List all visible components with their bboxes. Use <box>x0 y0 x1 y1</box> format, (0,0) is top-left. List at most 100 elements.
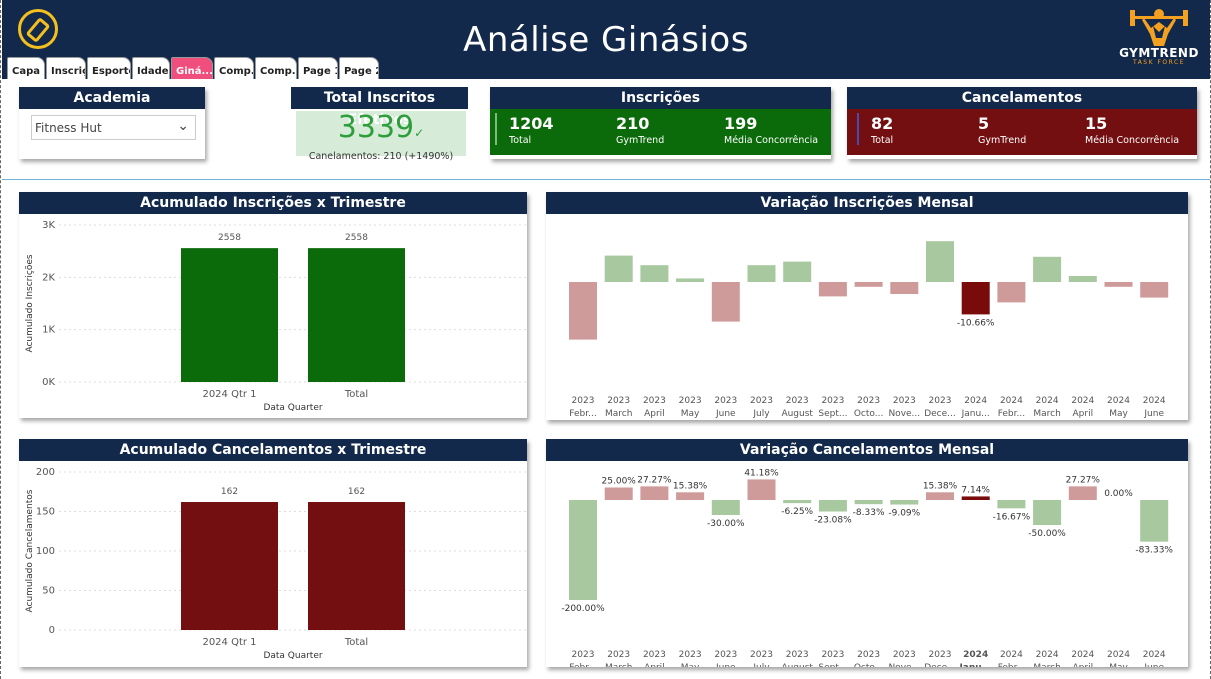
x-tick-year: 2023 <box>786 396 809 406</box>
y-tick-label: 2K <box>42 272 55 283</box>
x-tick-month: March <box>605 663 632 667</box>
bar <box>997 500 1026 509</box>
weightlifter-icon <box>1130 9 1188 46</box>
bar <box>711 282 740 322</box>
tab-7[interactable]: Page 1 <box>298 57 338 79</box>
y-tick-label: 150 <box>36 507 55 518</box>
tab-5[interactable]: Comp... <box>214 57 254 79</box>
x-tick-year: 2023 <box>821 650 844 660</box>
data-label: -9.09% <box>888 509 920 519</box>
x-tick-label: Total <box>344 637 368 648</box>
data-label: 27.27% <box>1066 475 1101 485</box>
bar <box>961 282 990 315</box>
tab-0[interactable]: Capa <box>7 57 45 79</box>
x-tick-year: 2024 <box>1071 396 1094 406</box>
data-label: -8.33% <box>853 508 885 518</box>
academia-slicer: Academia Fitness Hut ⌄ <box>19 87 205 159</box>
x-tick-month: July <box>752 409 770 419</box>
kpi-value: 199 <box>724 114 758 133</box>
y-tick-label: 200 <box>36 467 55 478</box>
y-tick-label: 100 <box>36 546 55 557</box>
chart-title: Variação Inscrições Mensal <box>546 192 1188 214</box>
inscritos-card: Total Inscritos Efetivos 3339✓ Canelamen… <box>291 87 468 162</box>
x-tick-month: May <box>681 663 700 667</box>
x-tick-month: Octo... <box>854 663 884 667</box>
bar <box>604 487 633 500</box>
data-label: 25.00% <box>602 477 637 487</box>
x-tick-label: Total <box>344 389 368 400</box>
x-tick-month: July <box>752 663 770 667</box>
x-tick-year: 2023 <box>572 650 595 660</box>
bar <box>569 500 597 600</box>
x-tick-year: 2024 <box>1000 650 1023 660</box>
kpi-label: GymTrend <box>978 135 1027 146</box>
x-tick-month: Febr... <box>998 663 1025 667</box>
x-tick-year: 2024 <box>1143 650 1166 660</box>
data-label: -30.00% <box>707 519 745 529</box>
kpi-value: 15 <box>1085 114 1108 133</box>
x-tick-month: June <box>715 409 736 419</box>
tab-2[interactable]: Esporte <box>87 57 131 79</box>
data-label: 41.18% <box>744 468 779 478</box>
x-tick-month: Dece... <box>924 409 956 419</box>
bar <box>1140 500 1169 542</box>
inscritos-subtext: Canelamentos: 210 (+1490%) <box>308 151 454 162</box>
tab-3[interactable]: Idades <box>132 57 170 79</box>
bar <box>747 479 776 500</box>
inscricoes-title: Inscrições <box>490 87 831 109</box>
bar <box>997 282 1026 303</box>
bar <box>676 278 705 282</box>
kpi-value: 210 <box>616 114 650 133</box>
tab-4[interactable]: Giná... <box>171 57 213 79</box>
tab-8[interactable]: Page 2 <box>339 57 379 79</box>
x-tick-year: 2023 <box>750 396 773 406</box>
bar <box>569 282 597 340</box>
variacao-inscricoes-chart: 2023 Febr... 2023 March 2023 April 2023 May 2023… <box>569 241 1169 419</box>
x-tick-year: 2024 <box>1143 396 1166 406</box>
x-tick-year: 2023 <box>643 650 666 660</box>
academia-dropdown[interactable]: Fitness Hut ⌄ <box>31 115 196 140</box>
data-label: 15.38% <box>673 481 708 491</box>
kpi-label: Total <box>871 135 894 146</box>
data-label: 7.14% <box>961 485 990 495</box>
y-tick-label: 0K <box>42 377 55 388</box>
x-tick-month: June <box>1143 409 1164 419</box>
inscricoes-gymtrend: 210 GymTrend <box>616 114 664 146</box>
academia-selected: Fitness Hut <box>35 121 102 135</box>
data-label: -50.00% <box>1028 529 1066 539</box>
x-tick-year: 2023 <box>929 650 952 660</box>
y-axis-title: Acumulado Cancelamentos <box>25 489 35 612</box>
page-tabs: CapaInscriç...EsporteIdadesGiná...Comp..… <box>7 57 379 79</box>
acumulado-cancelamentos-panel: Acumulado Cancelamentos x Trimestre 0 50 1… <box>19 439 527 667</box>
x-tick-year: 2023 <box>929 396 952 406</box>
y-tick-label: 0 <box>49 625 55 636</box>
x-tick-year: 2023 <box>714 650 737 660</box>
x-tick-month: April <box>1073 409 1094 419</box>
data-label: 0.00% <box>1104 489 1133 499</box>
tag-icon[interactable] <box>18 9 58 49</box>
section-divider <box>2 179 1210 180</box>
check-icon: ✓ <box>414 126 425 140</box>
tab-6[interactable]: Comp... <box>255 57 297 79</box>
x-tick-year: 2024 <box>1000 396 1023 406</box>
bar <box>783 261 812 282</box>
x-tick-month: Febr... <box>998 409 1025 419</box>
x-tick-month: April <box>644 409 665 419</box>
x-tick-month: August <box>781 663 813 667</box>
bar <box>926 492 954 500</box>
chevron-down-icon[interactable]: ⌄ <box>177 118 189 134</box>
kpi-value: 5 <box>978 114 990 133</box>
bar <box>818 500 847 512</box>
x-tick-month: March <box>605 409 632 419</box>
bar <box>890 282 919 294</box>
variacao-inscricoes-panel: Variação Inscrições Mensal 2023 Febr... 20… <box>546 192 1188 420</box>
bar <box>676 492 705 500</box>
y-tick-label: 1K <box>42 325 55 336</box>
bar <box>181 248 278 382</box>
x-tick-year: 2024 <box>964 396 987 406</box>
x-tick-month: August <box>781 409 813 419</box>
kpi-label: GymTrend <box>616 135 665 146</box>
tab-1[interactable]: Inscriç... <box>46 57 86 79</box>
page-title: Análise Ginásios <box>463 20 749 60</box>
x-tick-year: 2023 <box>572 396 595 406</box>
